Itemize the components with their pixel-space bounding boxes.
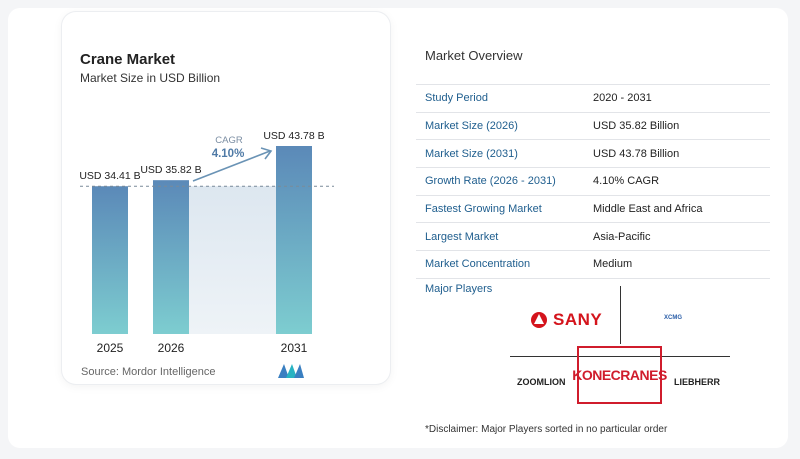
cagr-arrow-head xyxy=(260,147,273,160)
row-label: Largest Market xyxy=(425,230,499,243)
overview-row-largest-market: Largest Market Asia-Pacific xyxy=(416,223,770,252)
sany-emblem-icon xyxy=(531,312,547,328)
player-name: SANY xyxy=(553,310,603,329)
bar-2026 xyxy=(153,180,189,334)
player-name: LIEBHERR xyxy=(674,377,721,387)
x-tick-label: 2031 xyxy=(281,341,308,355)
player-name: KONECRANES xyxy=(572,367,667,383)
player-logo-xcmg: XCMG xyxy=(664,315,682,321)
divider xyxy=(510,356,730,357)
row-value: USD 43.78 Billion xyxy=(593,147,680,160)
row-label: Market Concentration xyxy=(425,258,531,271)
player-logo-konecranes: KONECRANES xyxy=(572,346,667,404)
row-label: Fastest Growing Market xyxy=(425,203,542,216)
player-name: ZOOMLION xyxy=(517,377,566,387)
overview-row-market-size-2026: Market Size (2026) USD 35.82 Billion xyxy=(416,113,770,141)
overview-row-market-size-2031: Market Size (2031) USD 43.78 Billion xyxy=(416,140,770,169)
data-label-2026: USD 35.82 B xyxy=(140,164,201,176)
cagr-label: CAGR xyxy=(215,135,243,146)
data-label-2025: USD 34.41 B xyxy=(79,170,140,182)
row-value: Asia-Pacific xyxy=(593,230,651,243)
overview-row-study-period: Study Period 2020 - 2031 xyxy=(416,84,770,113)
row-value: 2020 - 2031 xyxy=(593,92,652,105)
disclaimer: *Disclaimer: Major Players sorted in no … xyxy=(425,424,668,435)
cagr-arrow xyxy=(192,150,271,182)
row-label: Market Size (2026) xyxy=(425,120,518,133)
player-logo-sany: SANY xyxy=(530,310,602,330)
x-tick-label: 2025 xyxy=(97,341,124,355)
row-value: Medium xyxy=(593,258,633,271)
bar-2025 xyxy=(92,186,128,334)
source-text: Source: Mordor Intelligence xyxy=(81,366,216,378)
row-value: USD 35.82 Billion xyxy=(593,120,680,133)
chart-subtitle: Market Size in USD Billion xyxy=(80,71,221,85)
major-players-logos: SANY XCMG ZOOMLION KONECRANES LIEBHERR xyxy=(510,286,730,411)
player-logo-zoomlion: ZOOMLION xyxy=(517,377,566,387)
row-label: Study Period xyxy=(425,92,488,105)
growth-region xyxy=(189,186,276,334)
overview-row-growth-rate: Growth Rate (2026 - 2031) 4.10% CAGR xyxy=(416,168,770,196)
x-tick-label: 2026 xyxy=(158,341,185,355)
row-label: Growth Rate (2026 - 2031) xyxy=(425,175,556,188)
row-value: 4.10% CAGR xyxy=(593,175,660,188)
divider xyxy=(620,286,621,344)
player-logo-liebherr: LIEBHERR xyxy=(674,377,720,387)
row-value: Middle East and Africa xyxy=(593,203,703,216)
overview-row-concentration: Market Concentration Medium xyxy=(416,251,770,279)
cagr-value: 4.10% xyxy=(212,148,245,160)
bar-2031 xyxy=(276,146,312,334)
mordor-intelligence-logo-icon xyxy=(278,364,304,378)
chart-title: Crane Market xyxy=(80,51,176,68)
major-players-title: Major Players xyxy=(425,283,493,295)
data-label-2031: USD 43.78 B xyxy=(263,130,324,142)
overview-table: Study Period 2020 - 2031 Market Size (20… xyxy=(416,84,770,279)
overview-row-fastest-growing: Fastest Growing Market Middle East and A… xyxy=(416,196,770,224)
player-name: XCMG xyxy=(664,315,682,321)
overview-title: Market Overview xyxy=(425,48,523,63)
row-label: Market Size (2031) xyxy=(425,147,518,160)
